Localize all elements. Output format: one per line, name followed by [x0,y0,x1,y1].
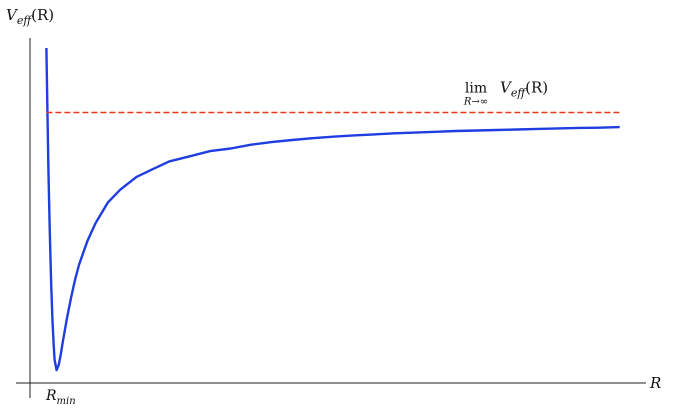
axes [16,38,646,398]
asymptote-lim-operator: lim [465,80,487,96]
y-axis-label-subscript: eff [17,14,34,27]
series-layer [45,47,620,372]
asymptote-function: Veff(R) [500,78,548,99]
asymptote-annotation: lim R→∞ Veff(R) [463,78,548,107]
minimum-annotation: Rmin [45,388,76,407]
asymptote-function-subscript: eff [511,86,528,99]
minimum-annotation-subscript: min [57,396,76,407]
x-axis-label: R [649,374,661,392]
y-axis-label: Veff(R) [6,6,54,27]
minimum-annotation-base: R [45,388,57,404]
y-axis-label-argument: (R) [31,6,54,24]
potential-curve [45,47,620,372]
asymptote-lim-subscript: R→∞ [463,96,488,107]
y-axis-label-base: V [6,6,19,24]
asymptote-function-base: V [500,78,513,96]
asymptote-function-argument: (R) [525,78,548,96]
